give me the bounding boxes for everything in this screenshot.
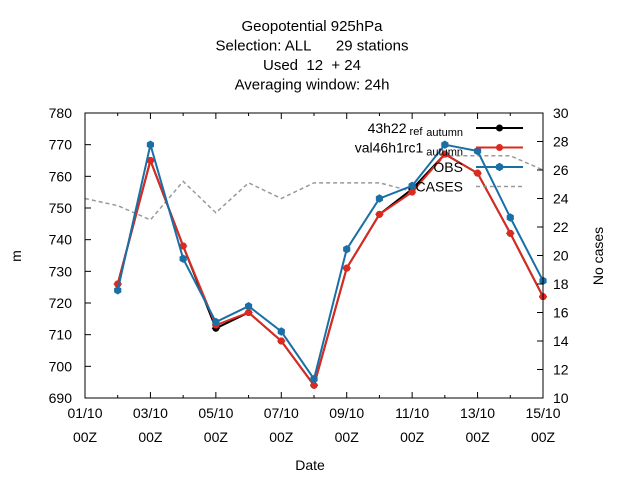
x-tick-label-date: 13/10 [460,405,495,421]
y-tick-label: 720 [49,295,73,311]
legend-label-2: val46h1rc1 autumn [355,140,463,159]
series-3-point [146,140,155,149]
x-tick-label-time: 00Z [531,429,556,445]
axes: 690 700 710 720 730 740 750 760 770 780 10 12 14 16 18… [8,105,606,473]
series-3-point [277,327,285,336]
y2-tick-label: 14 [553,333,569,349]
x-axis-label: Date [295,457,325,473]
series-line-1 [116,152,544,388]
y-tick-label: 700 [49,358,73,374]
x-tick-label-time: 00Z [466,429,491,445]
y2-tick-label: 24 [553,191,569,207]
y-tick-label: 750 [49,200,73,216]
x-tick-label-date: 15/10 [525,405,560,421]
chart-title: Geopotential 925hPa Selection: ALL 29 sta… [216,18,409,94]
x-tick-label-time: 00Z [138,429,163,445]
legend-marker-1 [496,124,503,132]
y-tick-label: 770 [49,137,73,153]
plot-area [84,140,547,389]
y-tick-label: 780 [49,105,73,121]
y2-tick-label: 10 [553,390,569,406]
y2-tick-label: 30 [553,105,569,121]
x-tick-label-date: 03/10 [133,405,168,421]
series-3-point [212,317,220,327]
x-tick-label-time: 00Z [73,429,98,445]
series-3-point [473,146,482,156]
series-line-3 [116,143,544,382]
y-tick-label: 710 [49,327,73,343]
series-3-point [343,244,351,254]
y2-tick-label: 28 [553,134,569,150]
series-line-2 [116,152,544,388]
cases-series-line [84,155,544,221]
y2-tick-label: 26 [553,162,569,178]
legend-label-4: CASES [416,179,463,195]
x-tick-label-time: 00Z [335,429,360,445]
x-tick-label-date: 11/10 [395,405,429,421]
series-3-point [244,301,253,311]
series-3-point [179,254,187,263]
series-3-point [408,181,416,191]
series-3-point [310,374,318,384]
legend-marker-2 [496,144,503,151]
x-tick-label-date: 05/10 [198,405,233,421]
y-tick-label: 760 [49,168,73,184]
series-3-point [375,194,384,203]
y2-tick-label: 16 [553,305,569,321]
x-tick-label-date: 09/10 [329,405,364,421]
y-tick-label: 690 [49,390,73,406]
y2-tick-label: 18 [553,276,569,292]
y2-tick-label: 22 [553,219,569,235]
legend-marker-3 [495,162,504,172]
legend-label-1: 43h22 ref autumn [368,120,463,139]
series-3-point [506,213,514,222]
x-tick-label-time: 00Z [204,429,229,445]
y2-tick-label: 12 [553,362,569,378]
title-line-2: Selection: ALL 29 stations [216,38,409,55]
title-line-3: Used 12 + 24 [263,57,361,74]
x-tick-label-time: 00Z [269,429,294,445]
y-tick-label: 730 [49,263,73,279]
legend-label-3: OBS [433,159,463,175]
y-axis-label: m [8,250,24,262]
y-tick-label: 740 [49,232,73,248]
x-tick-label-time: 00Z [400,429,425,445]
y2-tick-label: 20 [553,248,569,264]
series-3-point [441,140,449,149]
title-line-4: Averaging window: 24h [235,77,390,94]
series-3-point [114,286,122,295]
y2-axis-label: No cases [590,227,606,285]
x-tick-label-date: 01/10 [67,405,102,421]
x-tick-label-date: 07/10 [264,405,299,421]
title-line-1: Geopotential 925hPa [242,18,384,35]
